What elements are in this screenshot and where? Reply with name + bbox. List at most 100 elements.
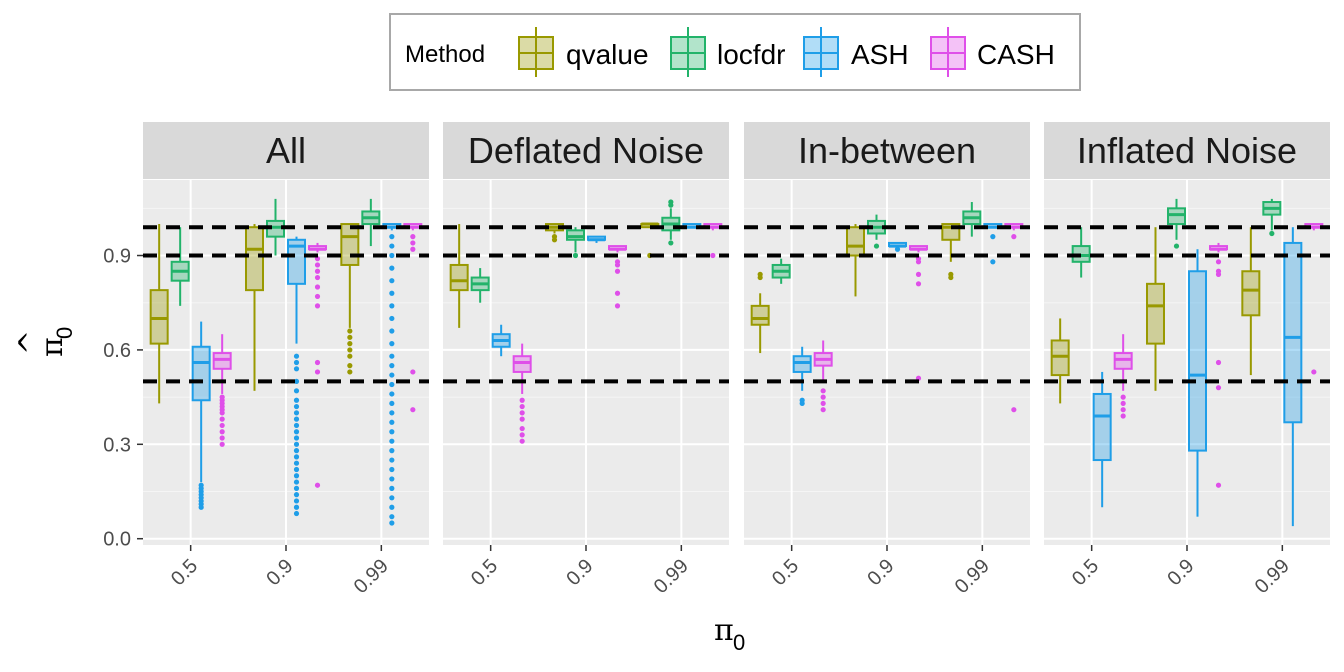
x-tick-label: 0.9: [863, 555, 898, 590]
box-body: [1188, 270, 1207, 452]
outlier-point: [389, 363, 395, 369]
outlier-point: [410, 246, 416, 252]
facet-strip-label: Inflated Noise: [1077, 130, 1297, 171]
outlier-point: [389, 265, 395, 271]
outlier-point: [1311, 369, 1317, 375]
box-qvalue-0.5: [449, 224, 469, 328]
box-body: [449, 263, 469, 292]
outlier-point: [389, 419, 395, 425]
box-body: [566, 229, 585, 241]
x-tick-label: 0.9: [562, 555, 597, 590]
box-qvalue-0.99: [1241, 227, 1261, 376]
box-locfdr-0.5: [470, 268, 490, 303]
outlier-point: [219, 429, 225, 435]
outlier-point: [389, 372, 395, 378]
outlier-point: [614, 262, 621, 268]
outlier-point: [389, 410, 395, 416]
box-body: [149, 289, 169, 345]
outlier-point: [198, 504, 204, 510]
box-ASH-0.9: [587, 235, 606, 243]
outlier-point: [1011, 407, 1017, 413]
outlier-point: [519, 403, 525, 410]
outlier-point: [894, 246, 901, 252]
box-body: [245, 226, 264, 292]
box-ASH-0.9: [888, 241, 907, 252]
outlier-point: [820, 394, 826, 400]
x-tick-label: 0.9: [262, 555, 297, 590]
outlier-point: [614, 290, 621, 296]
outlier-point: [820, 388, 826, 394]
outlier-point: [873, 243, 880, 249]
outlier-point: [757, 274, 763, 281]
facet-strip: [1044, 122, 1330, 179]
y-axis-title-symbol: π: [35, 337, 70, 357]
outlier-point: [219, 422, 225, 429]
outlier-point: [293, 422, 300, 429]
outlier-point: [293, 403, 300, 410]
outlier-point: [1120, 400, 1126, 407]
box-body: [1050, 339, 1070, 377]
outlier-point: [1173, 243, 1180, 249]
outlier-point: [799, 400, 805, 407]
outlier-point: [1269, 230, 1275, 237]
y-tick-label: 0.3: [103, 434, 131, 456]
outlier-point: [668, 202, 674, 208]
outlier-point: [614, 268, 621, 274]
box-body: [1283, 241, 1303, 424]
outlier-point: [314, 369, 321, 375]
outlier-point: [219, 441, 225, 447]
box-body: [1113, 352, 1133, 370]
legend-entries: qvalue locfdr ASH CASH: [518, 27, 1055, 77]
outlier-point: [314, 268, 321, 274]
box-ASH-0.99: [1283, 227, 1303, 527]
outlier-point: [347, 363, 353, 369]
box-CASH-0.5: [813, 340, 833, 413]
outlier-point: [389, 290, 395, 296]
facet-strip-label: Deflated Noise: [468, 130, 704, 171]
legend-entry-ASH: ASH: [803, 27, 909, 77]
box-ASH-0.99: [382, 223, 402, 526]
outlier-point: [293, 485, 300, 491]
x-tick-label: 0.5: [1068, 555, 1103, 590]
box-locfdr-0.99: [962, 202, 982, 237]
outlier-point: [293, 466, 300, 473]
outlier-point: [519, 425, 525, 432]
box-body: [846, 226, 865, 257]
y-axis-title: π 0 ^: [13, 327, 77, 357]
facet-strip: [744, 122, 1030, 179]
facet-strip: [443, 122, 729, 179]
outlier-point: [519, 438, 525, 444]
outlier-point: [389, 353, 395, 359]
outlier-point: [915, 271, 922, 277]
outlier-point: [389, 252, 395, 259]
facet-panel: Deflated Noise 0.5 0.9 0.99: [443, 122, 729, 598]
outlier-point: [293, 492, 300, 498]
box-ASH-0.9: [1188, 249, 1207, 517]
facet-panel: In-between 0.5 0.9 0.99: [744, 122, 1030, 598]
box-qvalue-0.99: [941, 223, 961, 281]
box-qvalue-0.9: [846, 224, 865, 297]
outlier-point: [389, 243, 395, 249]
outlier-point: [293, 473, 300, 479]
outlier-point: [519, 416, 525, 422]
box-qvalue-0.9: [245, 224, 264, 391]
outlier-point: [915, 259, 922, 265]
outlier-point: [572, 252, 579, 259]
box-qvalue-0.5: [750, 271, 770, 354]
outlier-point: [293, 479, 300, 485]
box-body: [1167, 207, 1186, 226]
box-body: [1092, 392, 1112, 462]
outlier-point: [389, 448, 395, 454]
box-ASH-0.9: [287, 236, 306, 517]
outlier-point: [410, 234, 416, 240]
outlier-point: [389, 466, 395, 473]
outlier-point: [314, 303, 321, 309]
outlier-point: [293, 454, 300, 460]
outlier-point: [219, 410, 225, 416]
y-axis-title-accent: ^: [13, 330, 48, 355]
box-body: [212, 352, 232, 370]
outlier-point: [293, 397, 300, 403]
facet-strip-label: All: [266, 130, 306, 171]
